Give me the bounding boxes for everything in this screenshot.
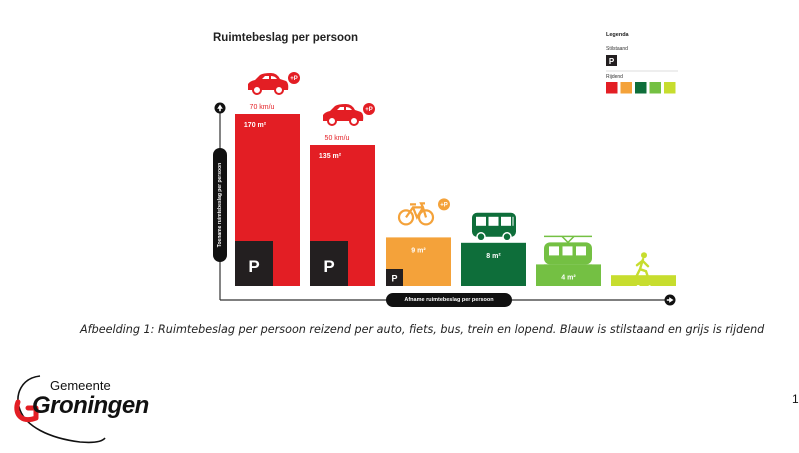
parking-badge-icon: +P xyxy=(438,198,450,211)
figure-caption: Afbeelding 1: Ruimtebeslag per persoon r… xyxy=(80,323,765,336)
bus-icon xyxy=(472,212,516,242)
car-icon xyxy=(323,104,364,126)
legend-swatches xyxy=(606,82,676,94)
parking-block xyxy=(310,241,348,286)
bicycle-icon xyxy=(397,202,435,226)
legend-parking-letter: P xyxy=(609,57,615,66)
x-axis-label: Afname ruimtebeslag per persoon xyxy=(404,297,494,303)
data-label: 2 m² xyxy=(636,285,651,292)
svg-text:+P: +P xyxy=(290,76,298,82)
legend-moving-label: Rijdend xyxy=(606,74,623,80)
legend-title: Legenda xyxy=(606,32,630,38)
chart-title: Ruimtebeslag per persoon xyxy=(213,32,358,44)
bar-group: 8 m² xyxy=(461,212,526,286)
legend: Legenda Stilstaand P Rijdend xyxy=(606,32,678,94)
svg-text:+P: +P xyxy=(365,107,373,113)
legend-swatch xyxy=(606,82,618,94)
bars: P 170 m² 70 km/u +P P 135 m² 50 km/u +P P 9 m² +P 8… xyxy=(235,72,676,292)
y-axis: Toename ruimtebeslag per persoon xyxy=(213,102,227,300)
bar xyxy=(461,242,526,286)
pedestrian-icon xyxy=(634,252,650,279)
data-label: 4 m² xyxy=(561,274,576,281)
tram-icon xyxy=(544,235,592,267)
data-label: 9 m² xyxy=(411,247,426,254)
y-axis-label: Toename ruimtebeslag per persoon xyxy=(217,163,223,247)
category-label: 50 km/u xyxy=(325,135,350,142)
page-number: 1 xyxy=(792,392,799,406)
legend-stationary-label: Stilstaand xyxy=(606,46,628,52)
car-icon xyxy=(248,73,289,95)
legend-parking-swatch xyxy=(606,55,617,66)
legend-swatch xyxy=(620,82,632,94)
parking-badge-icon: +P xyxy=(363,103,375,115)
bar-group: 2 m² xyxy=(611,252,676,292)
parking-block xyxy=(235,241,273,286)
logo-swoosh-icon xyxy=(14,375,106,444)
logo-top-text: Gemeente xyxy=(50,378,111,393)
bar-group: P 135 m² 50 km/u +P xyxy=(310,103,375,286)
svg-text:+P: +P xyxy=(440,203,448,209)
parking-label: P xyxy=(391,274,397,284)
parking-block xyxy=(386,269,403,286)
parking-label: P xyxy=(248,257,259,276)
legend-swatch xyxy=(649,82,661,94)
bar-group: 4 m² xyxy=(536,235,601,286)
bar-group: P 9 m² +P xyxy=(386,198,451,286)
data-label: 170 m² xyxy=(244,122,267,129)
municipality-logo: Gemeente Groningen xyxy=(10,372,155,448)
data-label: 135 m² xyxy=(319,153,342,160)
x-axis: Afname ruimtebeslag per persoon xyxy=(220,293,676,307)
bar-group: P 170 m² 70 km/u +P xyxy=(235,72,300,286)
data-label: 8 m² xyxy=(486,253,501,260)
bar xyxy=(536,264,601,286)
parking-label: P xyxy=(323,257,334,276)
legend-swatch xyxy=(635,82,647,94)
bar xyxy=(611,275,676,286)
legend-swatch xyxy=(664,82,676,94)
logo-main-text: Groningen xyxy=(32,392,149,419)
category-label: 70 km/u xyxy=(250,104,275,111)
parking-badge-icon: +P xyxy=(288,72,300,84)
